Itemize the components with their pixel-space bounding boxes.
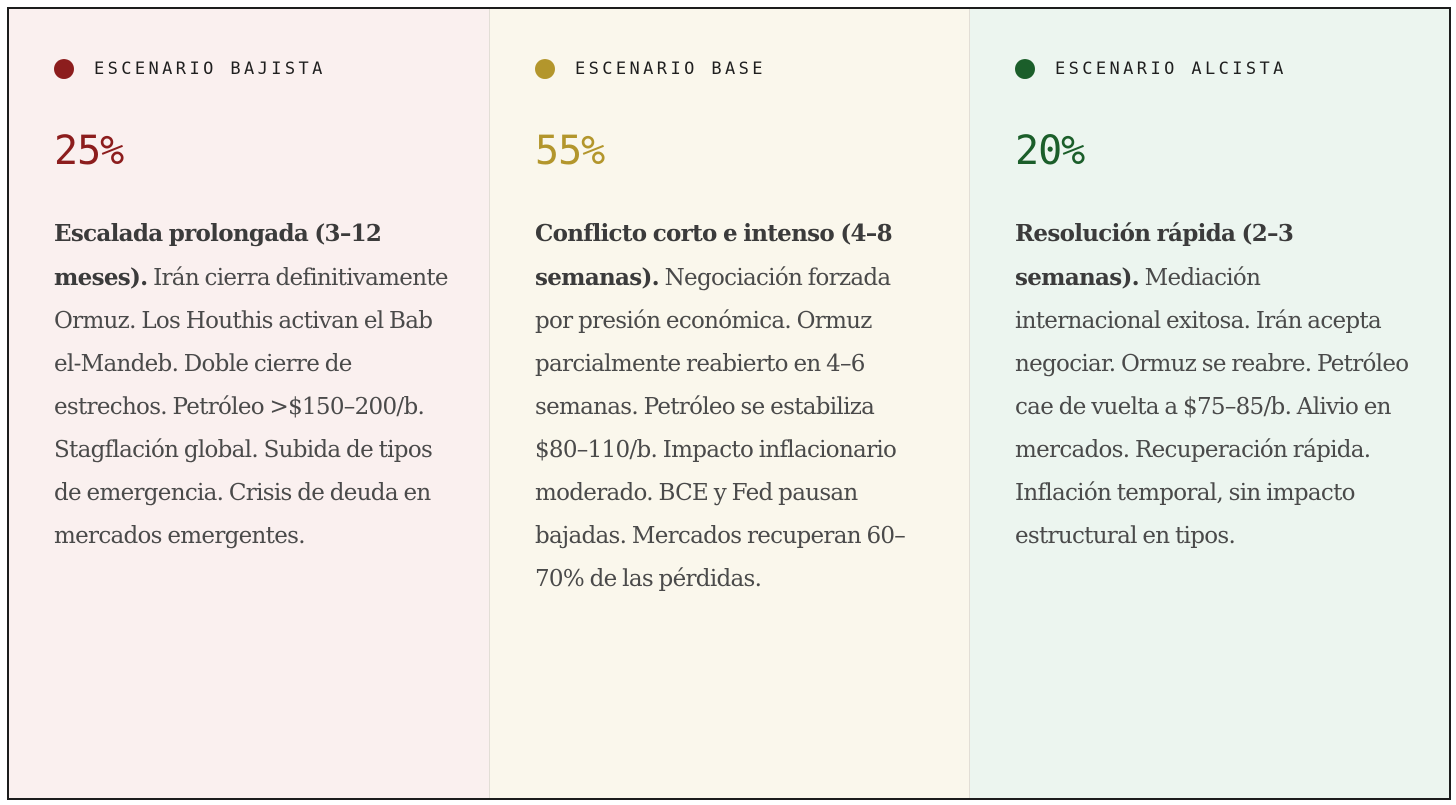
status-dot-icon [1015, 59, 1035, 79]
scenario-label: ESCENARIO ALCISTA [1055, 59, 1287, 79]
scenario-header: ESCENARIO BASE [535, 57, 766, 81]
scenario-probability: 55% [535, 128, 605, 174]
scenario-headline: Escalada prolongada (3–12 meses). [54, 220, 382, 291]
scenario-description: Conflicto corto e intenso (4–8 semanas).… [535, 212, 930, 601]
scenario-label: ESCENARIO BASE [575, 59, 766, 79]
scenario-label: ESCENARIO BAJISTA [94, 59, 326, 79]
status-dot-icon [535, 59, 555, 79]
scenario-description: Resolución rápida (2–3 semanas). Mediaci… [1015, 212, 1410, 558]
scenario-header: ESCENARIO ALCISTA [1015, 57, 1287, 81]
scenarios-panel: ESCENARIO BAJISTA 25% Escalada prolongad… [7, 7, 1451, 800]
scenario-probability: 20% [1015, 128, 1085, 174]
scenario-card-bearish: ESCENARIO BAJISTA 25% Escalada prolongad… [9, 9, 489, 798]
scenario-card-bullish: ESCENARIO ALCISTA 20% Resolución rápida … [969, 9, 1449, 798]
scenario-header: ESCENARIO BAJISTA [54, 57, 326, 81]
scenario-description: Escalada prolongada (3–12 meses). Irán c… [54, 212, 449, 558]
status-dot-icon [54, 59, 74, 79]
scenario-text: Negociación forzada por presión económic… [535, 265, 906, 592]
scenario-headline: Conflicto corto e intenso (4–8 semanas). [535, 220, 893, 291]
scenario-card-base: ESCENARIO BASE 55% Conflicto corto e int… [489, 9, 969, 798]
scenario-text: Mediación internacional exitosa. Irán ac… [1015, 265, 1409, 549]
scenario-probability: 25% [54, 128, 124, 174]
scenario-text: Irán cierra definitivamente Ormuz. Los H… [54, 265, 448, 549]
scenario-headline: Resolución rápida (2–3 semanas). [1015, 220, 1294, 291]
